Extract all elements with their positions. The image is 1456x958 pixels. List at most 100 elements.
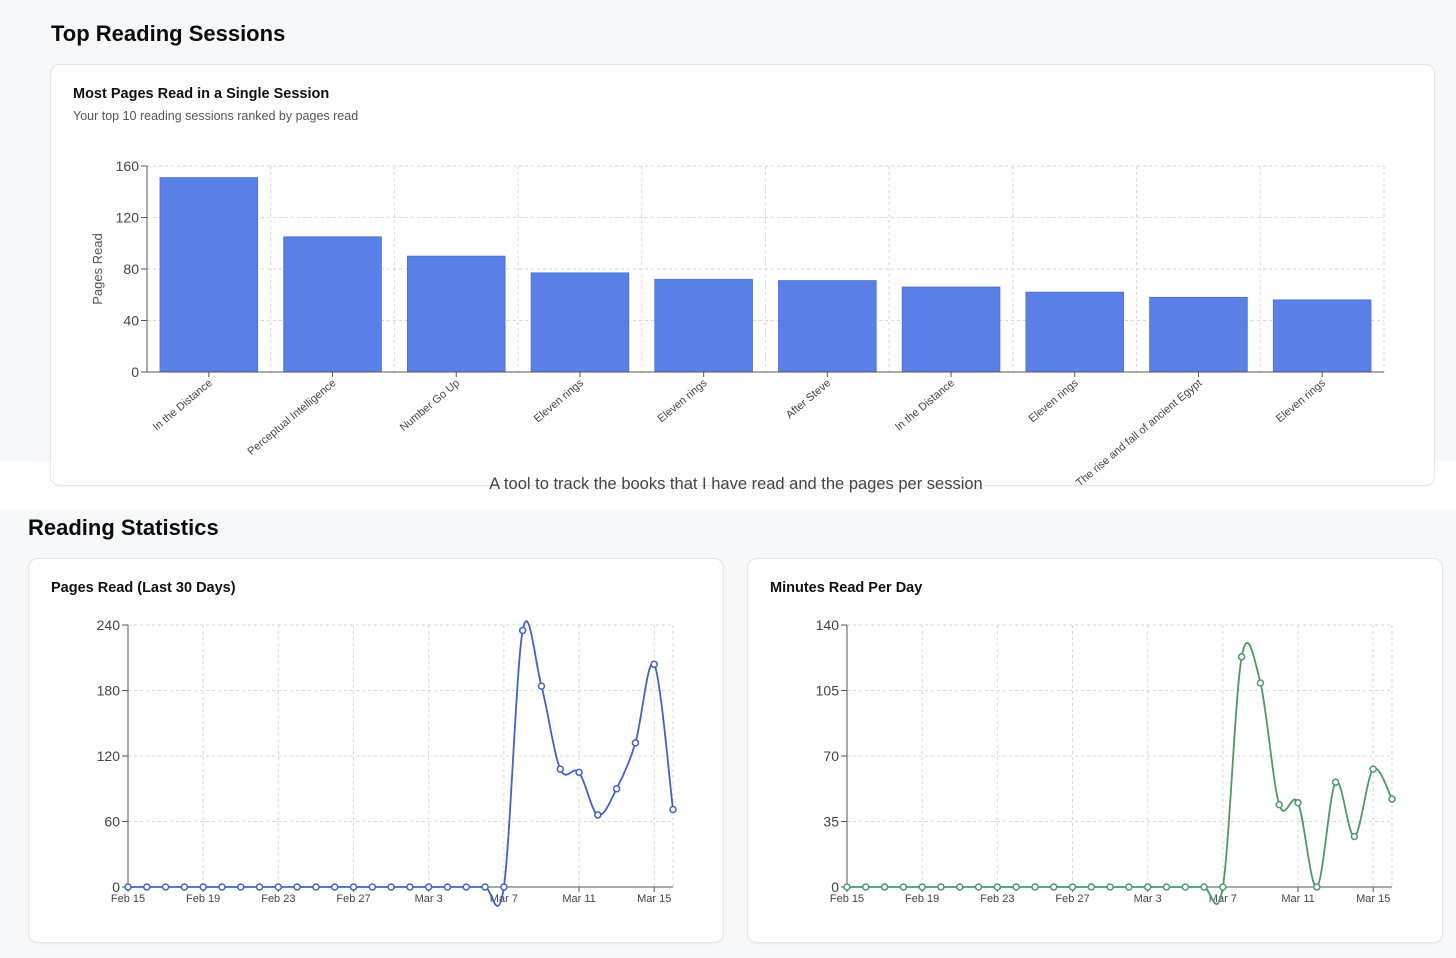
y-tick-label: 40 bbox=[123, 313, 139, 329]
pages-data-point bbox=[518, 626, 527, 635]
category-label: In the Distance bbox=[151, 377, 215, 433]
category-label: Eleven rings bbox=[532, 377, 586, 425]
pages-data-point bbox=[500, 883, 508, 891]
minutes-y-tick-label: 140 bbox=[816, 617, 840, 633]
pages-x-tick-label: Mar 7 bbox=[490, 893, 518, 905]
pages-data-point bbox=[406, 883, 414, 891]
pages-y-tick-label: 180 bbox=[97, 683, 121, 699]
category-label: The rise and fall of ancient Egypt bbox=[1074, 377, 1204, 485]
minutes-data-point bbox=[1350, 832, 1359, 841]
bar bbox=[283, 236, 382, 373]
pages-x-tick-label: Feb 19 bbox=[186, 893, 220, 905]
y-tick-label: 160 bbox=[116, 158, 140, 174]
pages-card-title: Pages Read (Last 30 Days) bbox=[51, 580, 236, 596]
pages-series-line bbox=[128, 620, 674, 907]
minutes-data-point bbox=[1294, 799, 1302, 807]
sessions-card-subtitle: Your top 10 reading sessions ranked by p… bbox=[73, 109, 359, 123]
minutes-x-tick-label: Mar 11 bbox=[1281, 893, 1314, 905]
minutes-data-point bbox=[993, 883, 1002, 891]
minutes-x-tick-label: Feb 15 bbox=[830, 893, 864, 905]
minutes-card-title: Minutes Read Per Day bbox=[770, 580, 923, 596]
minutes-data-point bbox=[1031, 883, 1039, 891]
minutes-data-point bbox=[1200, 883, 1208, 891]
pages-data-point bbox=[330, 883, 339, 891]
pages-data-point bbox=[218, 883, 226, 891]
pages-x-tick-label: Mar 3 bbox=[415, 893, 443, 905]
pages-data-point bbox=[462, 883, 471, 891]
y-tick-label: 0 bbox=[131, 364, 139, 380]
minutes-data-point bbox=[862, 883, 870, 891]
minutes-x-tick-label: Feb 27 bbox=[1055, 893, 1089, 905]
minutes-x-tick-label: Mar 15 bbox=[1356, 893, 1390, 905]
app-tagline: A tool to track the books that I have re… bbox=[489, 475, 983, 493]
pages-data-point bbox=[255, 883, 264, 891]
pages-line-chart: 0 60 120 180 240 Feb 15 Feb 19 Feb 23 Feb 27 Mar … bbox=[97, 617, 677, 907]
minutes-data-point bbox=[1313, 883, 1321, 891]
minutes-data-point bbox=[937, 883, 945, 891]
pages-data-point bbox=[424, 883, 433, 891]
bar bbox=[1025, 291, 1125, 373]
minutes-data-point bbox=[974, 883, 983, 891]
pages-data-point bbox=[443, 883, 452, 891]
minutes-data-point bbox=[899, 883, 908, 891]
pages-data-point bbox=[237, 883, 245, 891]
pages-card: Pages Read (Last 30 Days) 0 60 120 180 240 Fe… bbox=[28, 558, 724, 943]
minutes-data-point bbox=[1068, 883, 1077, 891]
minutes-y-tick-label: 35 bbox=[823, 814, 839, 830]
minutes-data-point bbox=[1049, 883, 1058, 891]
minutes-x-tick-label: Mar 3 bbox=[1134, 893, 1162, 905]
pages-x-tick-label: Feb 15 bbox=[111, 893, 145, 905]
minutes-y-tick-label: 70 bbox=[823, 748, 839, 764]
pages-y-tick-label: 60 bbox=[104, 814, 120, 830]
pages-data-point bbox=[556, 765, 564, 773]
minutes-data-point bbox=[1106, 883, 1114, 891]
y-axis-label: Pages Read bbox=[90, 233, 105, 305]
pages-data-point bbox=[387, 883, 395, 891]
pages-data-point bbox=[368, 883, 377, 891]
minutes-data-point bbox=[1331, 778, 1340, 786]
minutes-data-point bbox=[1181, 883, 1190, 891]
minutes-data-point bbox=[1256, 679, 1265, 687]
minutes-data-point bbox=[1143, 883, 1152, 891]
category-label: Number Go Up bbox=[398, 377, 462, 434]
category-label: In the Distance bbox=[893, 377, 957, 433]
minutes-data-point bbox=[956, 883, 964, 891]
minutes-card: Minutes Read Per Day 0 35 70 105 140 Feb 15 Fe… bbox=[747, 558, 1443, 943]
pages-data-point bbox=[199, 883, 207, 891]
pages-x-tick-label: Feb 27 bbox=[336, 893, 370, 905]
minutes-data-point bbox=[1275, 800, 1283, 809]
bar bbox=[1272, 299, 1372, 373]
pages-data-point bbox=[312, 883, 320, 891]
pages-data-point bbox=[575, 768, 583, 777]
minutes-data-point bbox=[1219, 883, 1227, 891]
minutes-y-tick-label: 0 bbox=[831, 879, 839, 895]
pages-x-tick-label: Mar 11 bbox=[562, 893, 595, 905]
minutes-line-chart: 0 35 70 105 140 Feb 15 Feb 19 Feb 23 Feb 27 Mar 3… bbox=[816, 617, 1396, 905]
pages-data-point bbox=[180, 883, 189, 891]
pages-data-point bbox=[143, 883, 151, 891]
bar bbox=[406, 255, 506, 373]
pages-data-point bbox=[349, 883, 358, 891]
minutes-series-line bbox=[847, 641, 1393, 905]
pages-x-tick-label: Mar 15 bbox=[637, 893, 671, 905]
top-sessions-heading: Top Reading Sessions bbox=[51, 21, 286, 46]
minutes-data-point bbox=[918, 883, 926, 891]
pages-data-point bbox=[161, 883, 170, 891]
pages-data-point bbox=[594, 811, 602, 819]
category-label: Perceptual Intelligence bbox=[246, 377, 339, 458]
minutes-data-point bbox=[1237, 653, 1246, 661]
minutes-data-point bbox=[1087, 883, 1096, 891]
bar bbox=[1149, 296, 1248, 373]
bar bbox=[778, 280, 877, 373]
pages-data-point bbox=[612, 785, 621, 793]
bar bbox=[654, 278, 753, 373]
pages-x-tick-label: Feb 23 bbox=[261, 893, 295, 905]
minutes-y-tick-label: 105 bbox=[816, 683, 840, 699]
bar bbox=[159, 177, 259, 373]
minutes-data-point bbox=[1125, 883, 1133, 891]
minutes-data-point bbox=[1162, 883, 1171, 891]
pages-data-point bbox=[481, 883, 489, 891]
minutes-data-point bbox=[1012, 883, 1020, 891]
sessions-bar-chart: 0 40 80 120 160 Pages Read In the Distance Perc… bbox=[90, 158, 1385, 485]
category-label: After Steve bbox=[784, 377, 833, 421]
